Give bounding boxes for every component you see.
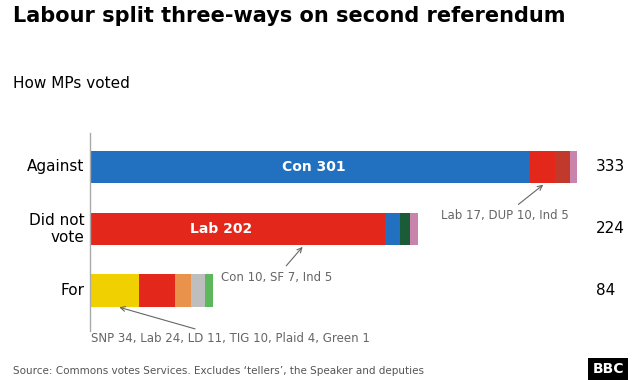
Bar bbox=[385, 213, 400, 245]
Text: Lab 202: Lab 202 bbox=[189, 222, 252, 236]
Text: Source: Commons votes Services. Excludes ‘tellers’, the Speaker and deputies: Source: Commons votes Services. Excludes… bbox=[13, 366, 424, 376]
Text: 333: 333 bbox=[596, 160, 625, 174]
Bar bbox=[555, 151, 570, 183]
Text: Lab 17, DUP 10, Ind 5: Lab 17, DUP 10, Ind 5 bbox=[440, 185, 568, 222]
Text: Against: Against bbox=[28, 160, 84, 174]
Text: Labour split three-ways on second referendum: Labour split three-ways on second refere… bbox=[13, 6, 565, 26]
Bar bbox=[90, 274, 140, 307]
Bar bbox=[205, 274, 211, 307]
Text: SNP 34, Lab 24, LD 11, TIG 10, Plaid 4, Green 1: SNP 34, Lab 24, LD 11, TIG 10, Plaid 4, … bbox=[91, 307, 370, 345]
Bar bbox=[90, 151, 531, 183]
Bar bbox=[90, 213, 385, 245]
Text: BBC: BBC bbox=[593, 362, 624, 376]
Bar bbox=[175, 274, 191, 307]
Text: Con 301: Con 301 bbox=[282, 160, 346, 174]
Text: For: For bbox=[61, 283, 84, 298]
Bar bbox=[140, 274, 175, 307]
Text: 84: 84 bbox=[596, 283, 616, 298]
Text: 224: 224 bbox=[596, 221, 625, 236]
Text: Con 10, SF 7, Ind 5: Con 10, SF 7, Ind 5 bbox=[221, 248, 332, 284]
Bar bbox=[531, 151, 555, 183]
Text: How MPs voted: How MPs voted bbox=[13, 76, 130, 91]
Bar bbox=[410, 213, 417, 245]
Bar bbox=[400, 213, 410, 245]
Bar bbox=[191, 274, 205, 307]
Text: Did not
vote: Did not vote bbox=[29, 212, 84, 245]
Bar bbox=[211, 274, 212, 307]
Bar bbox=[570, 151, 577, 183]
